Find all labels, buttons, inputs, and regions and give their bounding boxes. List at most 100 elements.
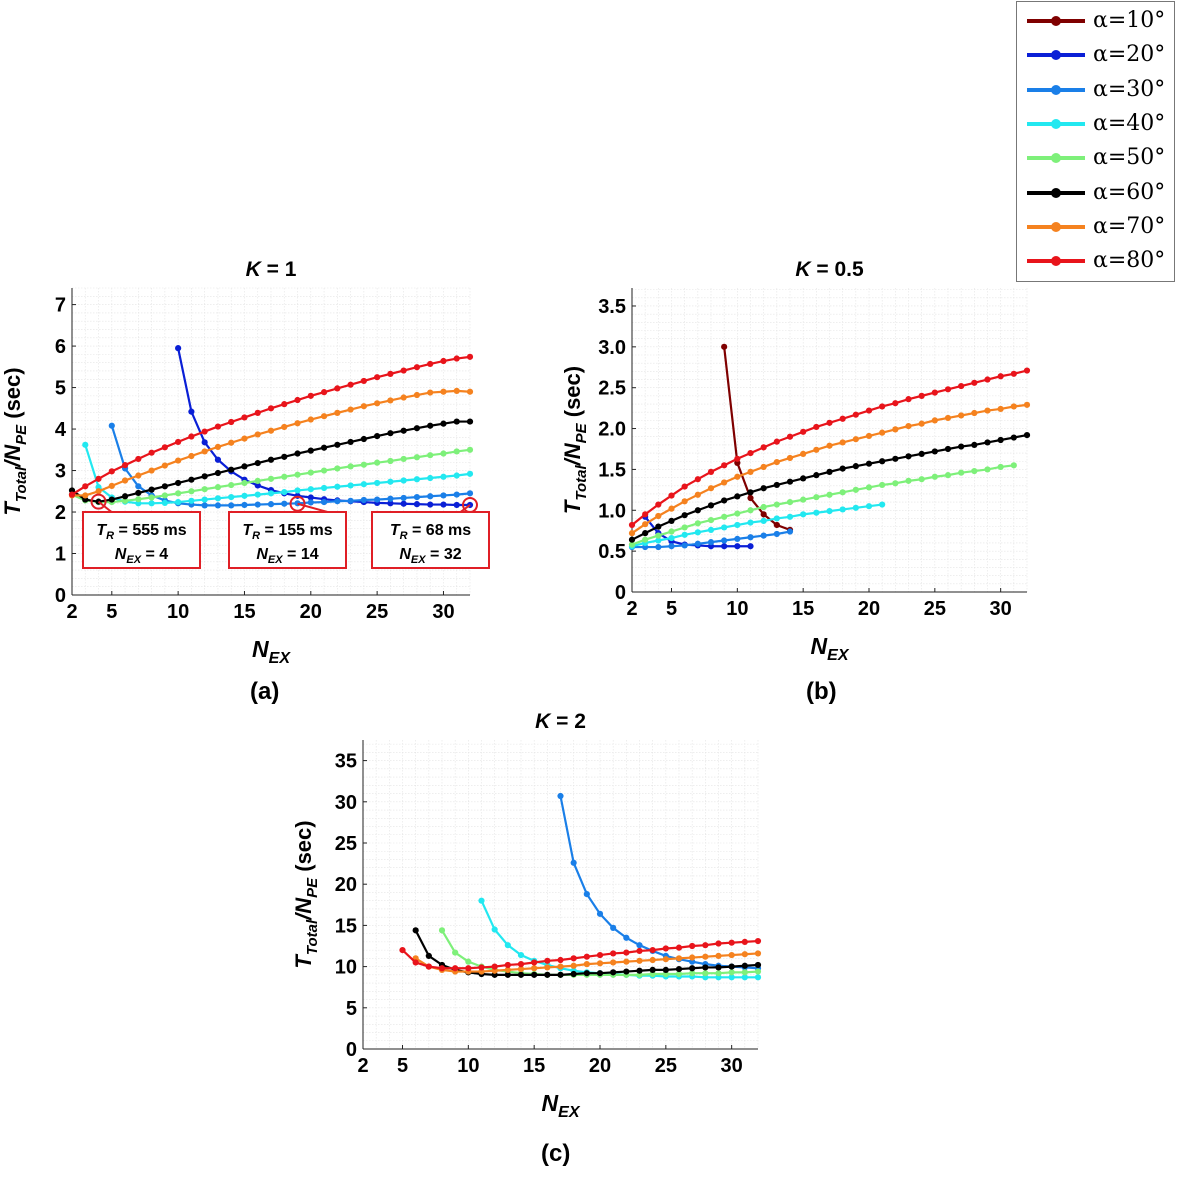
data-point <box>773 530 780 538</box>
data-point <box>241 501 248 509</box>
data-point <box>517 951 525 959</box>
x-tick-label: 2 <box>66 601 77 623</box>
data-point <box>715 940 722 947</box>
data-point <box>175 490 182 497</box>
data-point <box>734 493 741 500</box>
x-tick-label: 2 <box>626 598 637 620</box>
data-point <box>466 418 474 425</box>
data-point <box>707 526 715 533</box>
data-point <box>452 965 459 972</box>
data-point <box>387 457 394 465</box>
data-point <box>135 455 142 463</box>
data-point <box>413 454 421 461</box>
y-tick-label: 5 <box>55 378 66 400</box>
data-point <box>294 450 301 457</box>
callout-tr: TR = 555 ms <box>96 522 186 542</box>
data-point <box>610 924 617 931</box>
data-point <box>281 401 288 408</box>
series-α=80° <box>399 937 762 972</box>
data-point <box>958 469 965 476</box>
data-point <box>918 476 925 483</box>
data-point <box>786 499 794 506</box>
data-point <box>596 910 604 917</box>
data-point <box>596 960 604 967</box>
x-tick-label: 15 <box>523 1055 545 1077</box>
data-point <box>754 950 762 957</box>
callout-nex: NEX = 14 <box>256 546 318 566</box>
data-point <box>813 472 820 479</box>
data-point <box>108 496 115 503</box>
y-tick-label: 0.5 <box>598 541 626 563</box>
legend-item: α=80° <box>1017 244 1174 278</box>
data-point <box>387 397 394 404</box>
data-point <box>108 422 115 429</box>
data-point <box>721 343 728 350</box>
data-point <box>702 953 709 960</box>
data-point <box>662 956 669 963</box>
data-point <box>707 539 715 546</box>
x-tick-label: 25 <box>366 601 388 623</box>
data-point <box>427 360 434 368</box>
data-point <box>760 517 767 525</box>
x-tick-label: 15 <box>233 601 255 623</box>
data-point <box>374 400 381 407</box>
y-tick-label: 3.5 <box>598 296 626 318</box>
data-point <box>228 418 235 426</box>
data-point <box>241 479 248 487</box>
data-point <box>254 482 261 489</box>
data-point <box>879 458 886 465</box>
data-point <box>188 433 195 440</box>
data-point <box>281 473 288 480</box>
y-tick-label: 35 <box>335 751 357 773</box>
data-point <box>374 433 381 440</box>
legend-item: α=70° <box>1017 210 1174 244</box>
y-tick-label: 1.5 <box>598 459 626 481</box>
data-point <box>557 956 564 964</box>
data-point <box>557 792 564 800</box>
x-tick-label: 5 <box>106 601 117 623</box>
data-point <box>267 427 275 434</box>
legend-marker <box>1051 221 1061 232</box>
data-point <box>852 504 859 511</box>
callout-pointer <box>97 500 113 513</box>
data-point <box>161 462 168 469</box>
data-point <box>478 897 485 904</box>
data-point <box>707 468 715 475</box>
data-point <box>628 521 636 529</box>
data-point <box>728 963 735 970</box>
data-point <box>655 512 662 520</box>
data-point <box>307 392 314 399</box>
data-point <box>675 970 683 978</box>
callout-tr: TR = 68 ms <box>390 522 471 542</box>
data-point <box>668 528 675 535</box>
data-point <box>707 502 715 509</box>
callout-circle <box>289 495 306 512</box>
callout-circle <box>90 493 107 510</box>
data-point <box>636 947 643 955</box>
annotation-callout: TR = 155 ms NEX = 14 <box>228 495 347 569</box>
data-point <box>360 461 367 468</box>
data-point <box>254 477 261 485</box>
data-point <box>728 969 735 976</box>
data-point <box>879 429 886 436</box>
data-point <box>958 443 965 450</box>
data-point <box>721 543 728 550</box>
data-point <box>918 392 925 399</box>
data-point <box>689 942 696 950</box>
data-point <box>254 501 261 508</box>
data-point <box>760 511 767 518</box>
y-axis-label: TTotal/NPE (sec) <box>0 367 30 515</box>
data-point <box>214 456 222 463</box>
data-point <box>387 430 394 437</box>
data-point <box>201 502 208 509</box>
chart-panel-b: 00.51.01.52.02.53.03.52 5 10 15 20 25 30K = 0.… <box>560 258 1031 664</box>
data-point <box>583 890 590 898</box>
data-point <box>879 403 886 410</box>
data-point <box>121 477 129 484</box>
y-tick-label: 3.0 <box>598 337 626 359</box>
data-point <box>865 460 873 467</box>
data-point <box>307 416 314 423</box>
data-point <box>241 463 248 470</box>
chart-title: K = 0.5 <box>795 258 864 281</box>
